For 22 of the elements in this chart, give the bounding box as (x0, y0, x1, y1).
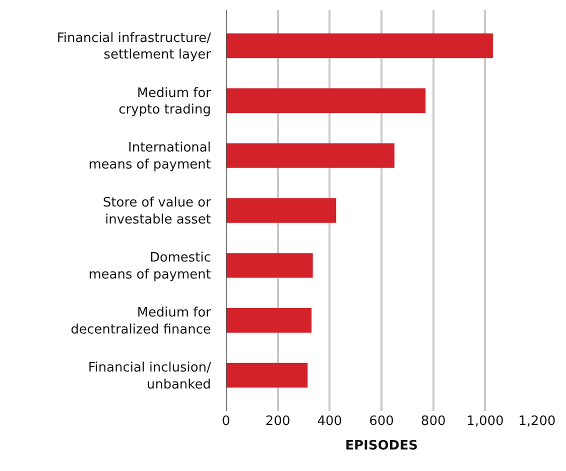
y-tick-label: Domestic means of payment (88, 250, 211, 282)
y-tick-label: Financial inclusion/ unbanked (88, 360, 212, 392)
x-tick-label: 400 (317, 414, 342, 429)
bar (226, 308, 312, 333)
bar (226, 143, 394, 168)
y-tick-label: Medium for crypto trading (118, 86, 212, 118)
x-tick-label: 800 (420, 414, 446, 429)
x-tick-label: 1,000 (466, 414, 504, 429)
bar (226, 88, 426, 113)
x-tick-label: 600 (369, 414, 394, 429)
x-tick-label: 0 (222, 414, 230, 429)
y-tick-label: Store of value or investable asset (102, 196, 212, 228)
y-tick-label: Medium for decentralized finance (70, 305, 212, 338)
bar (226, 362, 308, 388)
y-tick-label: Financial infrastructure/ settlement layer (56, 30, 212, 63)
y-tick-label: International means of payment (88, 140, 211, 173)
bar (226, 33, 493, 58)
bar (226, 198, 336, 223)
bar (226, 253, 313, 278)
x-tick-label: 1,200 (518, 414, 556, 429)
x-axis-title: EPISODES (345, 438, 418, 454)
x-tick-label: 200 (265, 414, 290, 429)
